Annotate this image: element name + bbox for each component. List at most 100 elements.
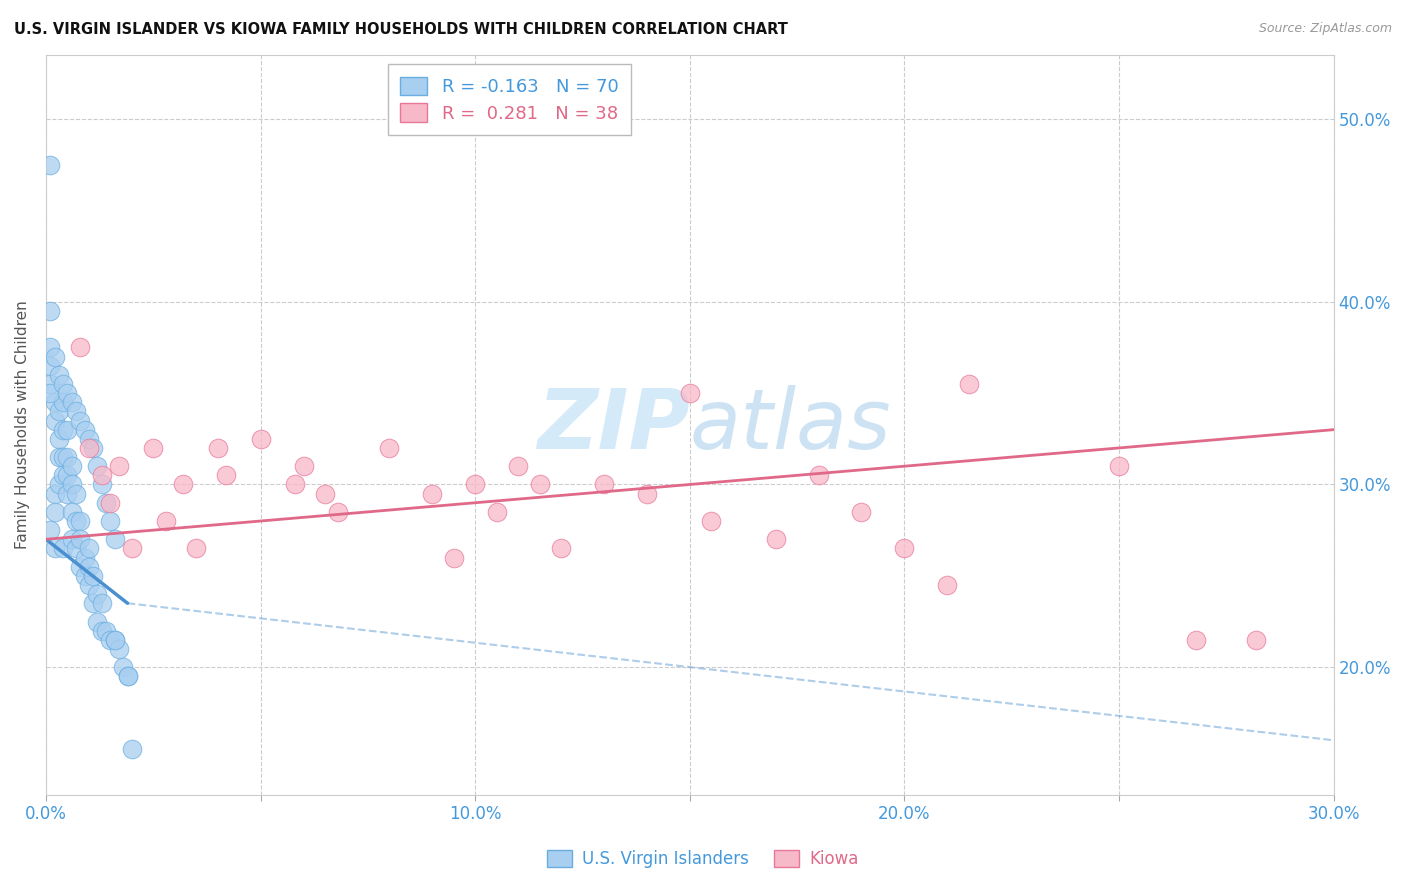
Point	[936, 578, 959, 592]
Point	[44, 486, 66, 500]
Point	[117, 669, 139, 683]
Text: atlas: atlas	[690, 384, 891, 466]
Point	[82, 569, 104, 583]
Point	[485, 505, 508, 519]
Point	[108, 459, 131, 474]
Point	[104, 632, 127, 647]
Point	[94, 624, 117, 638]
Point	[69, 514, 91, 528]
Point	[508, 459, 530, 474]
Point	[39, 158, 62, 172]
Point	[44, 350, 66, 364]
Point	[104, 533, 127, 547]
Point	[73, 569, 96, 583]
Point	[56, 468, 79, 483]
Point	[284, 477, 307, 491]
Point	[807, 468, 830, 483]
Point	[39, 376, 62, 391]
Point	[48, 450, 70, 464]
Point	[207, 441, 229, 455]
Text: U.S. VIRGIN ISLANDER VS KIOWA FAMILY HOUSEHOLDS WITH CHILDREN CORRELATION CHART: U.S. VIRGIN ISLANDER VS KIOWA FAMILY HOU…	[14, 22, 787, 37]
Point	[86, 615, 108, 629]
Point	[98, 514, 121, 528]
Point	[60, 477, 83, 491]
Point	[39, 359, 62, 373]
Point	[90, 468, 112, 483]
Point	[52, 541, 75, 556]
Point	[893, 541, 915, 556]
Point	[73, 550, 96, 565]
Point	[39, 386, 62, 401]
Point	[700, 514, 723, 528]
Point	[77, 441, 100, 455]
Point	[104, 632, 127, 647]
Point	[326, 505, 349, 519]
Point	[957, 376, 980, 391]
Legend: U.S. Virgin Islanders, Kiowa: U.S. Virgin Islanders, Kiowa	[541, 843, 865, 875]
Point	[77, 578, 100, 592]
Point	[142, 441, 165, 455]
Point	[65, 514, 87, 528]
Point	[77, 432, 100, 446]
Point	[464, 477, 486, 491]
Point	[52, 468, 75, 483]
Point	[39, 523, 62, 537]
Point	[98, 496, 121, 510]
Point	[39, 341, 62, 355]
Point	[56, 450, 79, 464]
Point	[86, 587, 108, 601]
Point	[69, 341, 91, 355]
Point	[593, 477, 616, 491]
Point	[155, 514, 177, 528]
Point	[314, 486, 336, 500]
Text: Source: ZipAtlas.com: Source: ZipAtlas.com	[1258, 22, 1392, 36]
Point	[172, 477, 194, 491]
Point	[112, 660, 135, 674]
Point	[249, 432, 271, 446]
Point	[108, 641, 131, 656]
Point	[52, 395, 75, 409]
Point	[420, 486, 443, 500]
Point	[765, 533, 787, 547]
Point	[529, 477, 551, 491]
Legend: R = -0.163   N = 70, R =  0.281   N = 38: R = -0.163 N = 70, R = 0.281 N = 38	[388, 64, 631, 136]
Point	[90, 477, 112, 491]
Point	[73, 423, 96, 437]
Point	[1108, 459, 1130, 474]
Point	[679, 386, 702, 401]
Point	[60, 459, 83, 474]
Point	[56, 486, 79, 500]
Point	[77, 559, 100, 574]
Y-axis label: Family Households with Children: Family Households with Children	[15, 301, 30, 549]
Point	[82, 441, 104, 455]
Point	[77, 541, 100, 556]
Point	[48, 477, 70, 491]
Point	[60, 533, 83, 547]
Point	[52, 450, 75, 464]
Point	[90, 624, 112, 638]
Point	[121, 742, 143, 756]
Point	[292, 459, 315, 474]
Point	[636, 486, 658, 500]
Point	[186, 541, 208, 556]
Point	[1185, 632, 1208, 647]
Point	[121, 541, 143, 556]
Point	[48, 432, 70, 446]
Point	[82, 596, 104, 610]
Point	[86, 459, 108, 474]
Point	[44, 541, 66, 556]
Point	[215, 468, 238, 483]
Point	[550, 541, 572, 556]
Point	[69, 559, 91, 574]
Point	[48, 404, 70, 418]
Point	[52, 423, 75, 437]
Point	[60, 505, 83, 519]
Point	[44, 505, 66, 519]
Point	[117, 669, 139, 683]
Point	[94, 496, 117, 510]
Point	[65, 404, 87, 418]
Point	[65, 486, 87, 500]
Point	[56, 386, 79, 401]
Text: ZIP: ZIP	[537, 384, 690, 466]
Point	[48, 368, 70, 382]
